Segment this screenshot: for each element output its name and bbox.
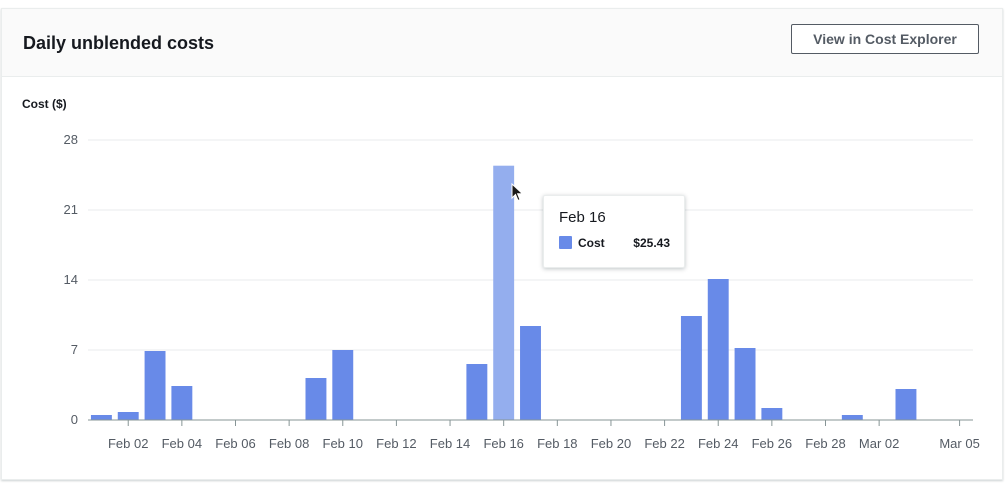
bar-feb-23[interactable]	[680, 316, 702, 420]
bar-mar-01[interactable]	[841, 415, 863, 420]
tooltip-date: Feb 16	[559, 209, 606, 226]
y-tick-label: 14	[64, 272, 78, 287]
bar-feb-04[interactable]	[171, 386, 193, 420]
x-tick-label: Feb 24	[698, 436, 738, 451]
x-tick-label: Feb 02	[108, 436, 148, 451]
x-tick-label: Feb 04	[162, 436, 202, 451]
x-tick-label: Feb 14	[430, 436, 470, 451]
x-tick-label: Feb 28	[805, 436, 845, 451]
y-axis-ticks: 0 7 14 21 28	[64, 132, 78, 427]
bar-feb-24[interactable]	[707, 279, 729, 420]
grid-lines	[88, 139, 973, 351]
x-tick-label: Feb 12	[376, 436, 416, 451]
bar-feb-10[interactable]	[332, 350, 354, 420]
bar-feb-16[interactable]	[493, 165, 515, 420]
bar-feb-25[interactable]	[734, 348, 756, 420]
bar-feb-01[interactable]	[90, 415, 112, 420]
tooltip-value: $25.43	[633, 236, 670, 250]
panel-header: Daily unblended costs View in Cost Explo…	[2, 9, 1002, 77]
view-in-cost-explorer-button[interactable]: View in Cost Explorer	[791, 24, 979, 54]
bar-feb-09[interactable]	[305, 378, 327, 420]
x-tick-label: Feb 10	[323, 436, 363, 451]
x-tick-label: Feb 16	[483, 436, 523, 451]
x-tick-label: Mar 05	[939, 436, 979, 451]
bars	[90, 165, 917, 420]
x-tick-label: Feb 18	[537, 436, 577, 451]
mouse-pointer-icon	[511, 183, 524, 202]
x-tick-label: Feb 08	[269, 436, 309, 451]
tooltip-series-label: Cost	[578, 236, 605, 250]
panel-title: Daily unblended costs	[23, 33, 215, 53]
y-tick-label: 0	[71, 412, 78, 427]
tooltip-legend-swatch	[559, 236, 572, 249]
x-tick-label: Mar 02	[859, 436, 899, 451]
x-axis-ticks: Feb 02 Feb 04 Feb 06 Feb 08 Feb 10 Feb 12 Feb …	[108, 420, 980, 451]
x-tick-label: Feb 06	[215, 436, 255, 451]
y-tick-label: 7	[71, 342, 78, 357]
x-tick-label: Feb 20	[591, 436, 631, 451]
x-tick-label: Feb 22	[644, 436, 684, 451]
bar-feb-26[interactable]	[761, 408, 783, 420]
y-axis-label: Cost ($)	[22, 97, 67, 111]
chart-tooltip: Feb 16 Cost $25.43	[543, 195, 685, 268]
bar-feb-15[interactable]	[466, 364, 488, 420]
bar-feb-03[interactable]	[144, 351, 166, 420]
bar-feb-17[interactable]	[520, 326, 541, 420]
y-tick-label: 28	[64, 132, 78, 147]
x-tick-label: Feb 26	[752, 436, 792, 451]
bar-feb-02[interactable]	[117, 412, 139, 420]
y-tick-label: 21	[64, 202, 78, 217]
bar-mar-03[interactable]	[895, 389, 917, 420]
